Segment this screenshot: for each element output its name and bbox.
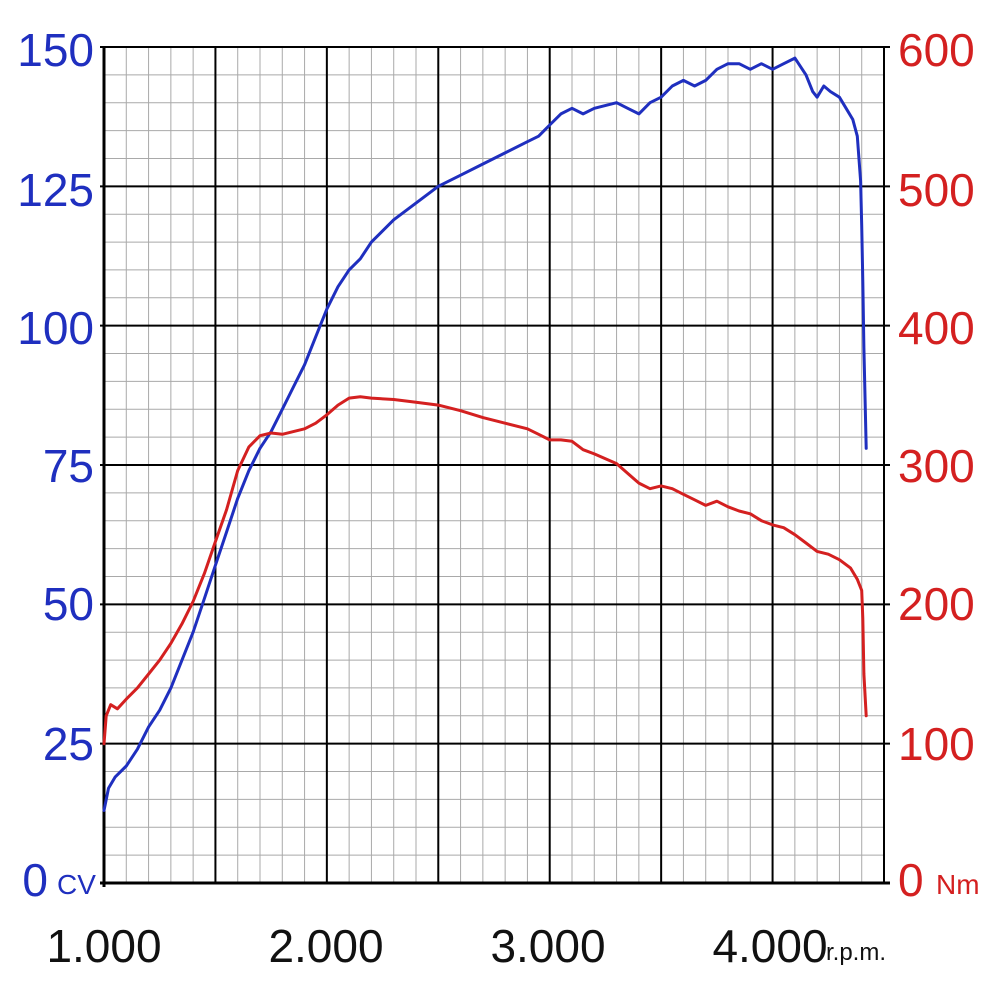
y-right-tick-100: 100 (898, 718, 975, 770)
x-axis-unit: r.p.m. (826, 939, 886, 966)
x-tick-4000: 4.000 (712, 920, 827, 972)
x-axis-ticks: 1.000 2.000 3.000 4.000 r.p.m. (46, 920, 886, 972)
y-left-tick-150: 150 (17, 24, 94, 76)
major-grid (100, 46, 890, 887)
y-right-tick-600: 600 (898, 24, 975, 76)
y-left-ticks: 0 25 50 75 100 125 150 CV (17, 24, 96, 906)
x-tick-2000: 2.000 (268, 920, 383, 972)
y-right-tick-500: 500 (898, 164, 975, 216)
y-right-ticks: 0 100 200 300 400 500 600 Nm (898, 24, 980, 906)
y-left-tick-0: 0 (22, 854, 48, 906)
y-right-tick-400: 400 (898, 302, 975, 354)
y-right-tick-200: 200 (898, 578, 975, 630)
y-left-tick-75: 75 (43, 440, 94, 492)
y-left-tick-50: 50 (43, 578, 94, 630)
x-tick-1000: 1.000 (46, 920, 161, 972)
torque-series-line (102, 395, 868, 746)
y-right-tick-300: 300 (898, 440, 975, 492)
series-layer (102, 56, 868, 812)
power-series-line (102, 56, 868, 812)
y-right-tick-0: 0 (898, 854, 924, 906)
x-tick-3000: 3.000 (490, 920, 605, 972)
y-left-tick-125: 125 (17, 164, 94, 216)
y-left-tick-25: 25 (43, 718, 94, 770)
y-left-tick-100: 100 (17, 302, 94, 354)
y-left-unit: CV (57, 869, 96, 900)
y-right-unit: Nm (936, 869, 980, 900)
